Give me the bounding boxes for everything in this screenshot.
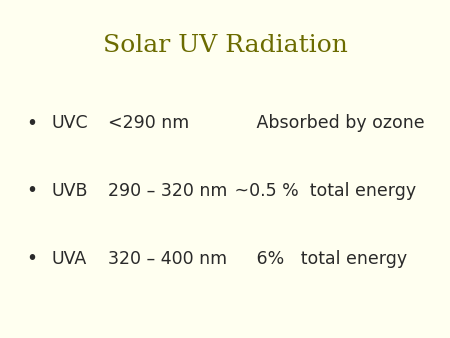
- Text: 6%   total energy: 6% total energy: [218, 249, 407, 268]
- Text: 320 – 400 nm: 320 – 400 nm: [97, 249, 227, 268]
- Text: <290 nm: <290 nm: [97, 114, 189, 132]
- Text: 290 – 320 nm: 290 – 320 nm: [97, 182, 227, 200]
- Text: Solar UV Radiation: Solar UV Radiation: [103, 34, 347, 57]
- Text: ~0.5 %  total energy: ~0.5 % total energy: [218, 182, 416, 200]
- Text: •: •: [26, 182, 37, 200]
- Text: UVC: UVC: [52, 114, 88, 132]
- Text: UVA: UVA: [52, 249, 87, 268]
- Text: •: •: [26, 249, 37, 268]
- Text: Absorbed by ozone: Absorbed by ozone: [218, 114, 425, 132]
- Text: •: •: [26, 114, 37, 133]
- Text: UVB: UVB: [52, 182, 88, 200]
